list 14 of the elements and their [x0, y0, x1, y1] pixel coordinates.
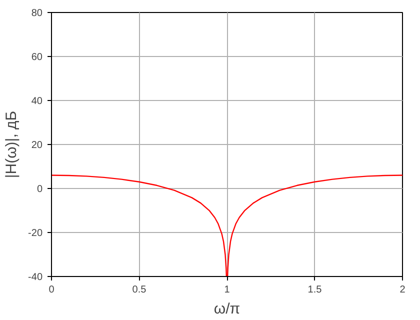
x-axis-title: ω/π — [214, 300, 240, 318]
y-tick-label: -40 — [28, 272, 43, 283]
y-axis-title: |H(ω)|, дБ — [3, 110, 20, 178]
y-tick-label: 60 — [31, 52, 43, 63]
x-tick-label: 0 — [48, 284, 55, 296]
x-tick-label: 0.5 — [132, 284, 147, 296]
x-tick-label: 1 — [224, 284, 230, 296]
x-tick-label: 2 — [400, 284, 406, 296]
y-tick-label: -20 — [28, 228, 43, 239]
y-tick-label: 0 — [36, 184, 43, 195]
y-tick-label: 40 — [31, 96, 43, 107]
x-tick-label: 1.5 — [308, 284, 322, 296]
y-tick-label: 80 — [31, 8, 43, 19]
y-tick-label: 20 — [31, 140, 43, 151]
